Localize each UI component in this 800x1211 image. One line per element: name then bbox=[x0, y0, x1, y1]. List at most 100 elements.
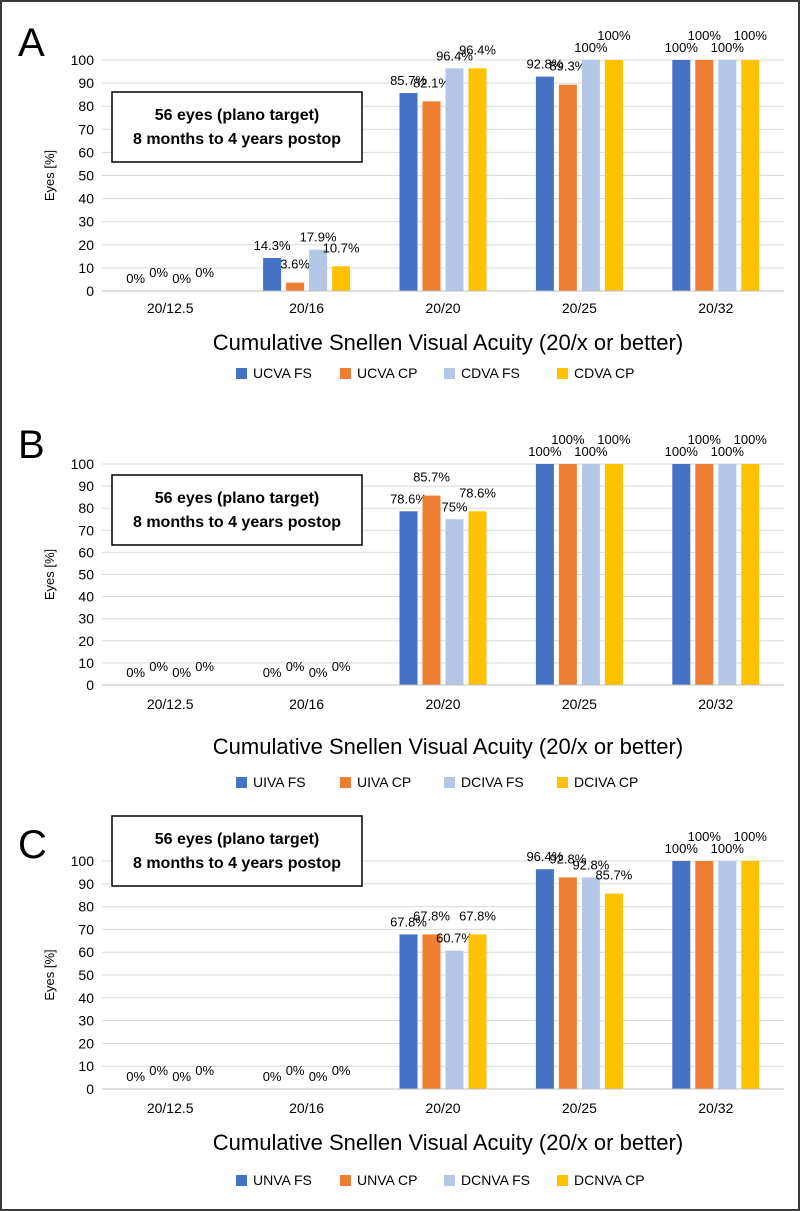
data-label: 0% bbox=[263, 1069, 282, 1084]
data-label: 100% bbox=[574, 444, 608, 459]
x-tick-label: 20/20 bbox=[425, 300, 460, 316]
data-label: 89.3% bbox=[549, 59, 586, 74]
data-label: 100% bbox=[551, 432, 585, 447]
legend-swatch bbox=[236, 368, 247, 379]
bar bbox=[718, 861, 737, 1089]
annotation-text: 8 months to 4 years postop bbox=[133, 855, 341, 872]
bar bbox=[672, 464, 691, 685]
data-label: 3.6% bbox=[280, 257, 310, 272]
annotation-text: 56 eyes (plano target) bbox=[155, 107, 320, 124]
y-tick-label: 100 bbox=[71, 456, 95, 472]
bar bbox=[558, 877, 577, 1089]
data-label: 0% bbox=[332, 659, 351, 674]
data-label: 0% bbox=[126, 1069, 145, 1084]
data-label: 60.7% bbox=[436, 931, 473, 946]
data-label: 0% bbox=[149, 659, 168, 674]
bar bbox=[741, 464, 760, 685]
y-tick-label: 100 bbox=[71, 52, 95, 68]
x-tick-label: 20/16 bbox=[289, 1100, 324, 1116]
legend-swatch bbox=[340, 368, 351, 379]
bar bbox=[672, 861, 691, 1089]
x-tick-label: 20/25 bbox=[562, 300, 597, 316]
bar bbox=[718, 464, 737, 685]
bar bbox=[581, 60, 600, 291]
x-axis-label: Cumulative Snellen Visual Acuity (20/x o… bbox=[213, 1130, 683, 1155]
legend-swatch bbox=[444, 1175, 455, 1186]
data-label: 85.7% bbox=[413, 470, 450, 485]
data-label: 100% bbox=[597, 432, 631, 447]
data-label: 14.3% bbox=[254, 238, 291, 253]
x-tick-label: 20/25 bbox=[562, 1100, 597, 1116]
bar bbox=[695, 60, 714, 291]
y-tick-label: 20 bbox=[78, 1035, 94, 1051]
legend-swatch bbox=[557, 777, 568, 788]
data-label: 0% bbox=[309, 1069, 328, 1084]
legend-swatch bbox=[236, 1175, 247, 1186]
y-tick-label: 20 bbox=[78, 633, 94, 649]
legend-swatch bbox=[444, 368, 455, 379]
data-label: 67.8% bbox=[459, 908, 496, 923]
data-label: 0% bbox=[172, 665, 191, 680]
data-label: 10.7% bbox=[323, 240, 360, 255]
data-label: 0% bbox=[149, 265, 168, 280]
data-label: 96.4% bbox=[459, 42, 496, 57]
y-tick-label: 30 bbox=[78, 611, 94, 627]
annotation-text: 56 eyes (plano target) bbox=[155, 490, 320, 507]
legend-label: UCVA FS bbox=[253, 365, 312, 381]
y-tick-label: 90 bbox=[78, 75, 94, 91]
legend-label: DCNVA FS bbox=[461, 1172, 530, 1188]
data-label: 0% bbox=[195, 265, 214, 280]
bar bbox=[468, 511, 487, 685]
data-label: 100% bbox=[574, 40, 608, 55]
bar bbox=[468, 934, 487, 1089]
y-tick-label: 90 bbox=[78, 478, 94, 494]
annotation-box bbox=[111, 91, 363, 163]
data-label: 100% bbox=[597, 28, 631, 43]
legend-swatch bbox=[557, 1175, 568, 1186]
bar bbox=[672, 60, 691, 291]
data-label: 100% bbox=[688, 432, 722, 447]
x-tick-label: 20/25 bbox=[562, 696, 597, 712]
data-label: 100% bbox=[665, 841, 699, 856]
y-tick-label: 10 bbox=[78, 655, 94, 671]
legend-swatch bbox=[236, 777, 247, 788]
y-tick-label: 100 bbox=[71, 853, 95, 869]
data-label: 67.8% bbox=[390, 914, 427, 929]
x-tick-label: 20/20 bbox=[425, 1100, 460, 1116]
bar bbox=[558, 84, 577, 291]
bar bbox=[604, 893, 623, 1089]
chart-panel-b: B 0 10 20 30 40 50 60 70 80 90 100 Eyes [%] 0% 0% 0% 0% 2… bbox=[18, 423, 784, 790]
bar bbox=[468, 68, 487, 291]
y-tick-label: 80 bbox=[78, 500, 94, 516]
x-tick-label: 20/12.5 bbox=[147, 1100, 194, 1116]
legend-swatch bbox=[444, 777, 455, 788]
y-tick-label: 40 bbox=[78, 191, 94, 207]
data-label: 0% bbox=[195, 659, 214, 674]
x-tick-label: 20/16 bbox=[289, 696, 324, 712]
legend-label: DCNVA CP bbox=[574, 1172, 645, 1188]
y-tick-label: 90 bbox=[78, 876, 94, 892]
bar bbox=[286, 282, 305, 291]
data-label: 0% bbox=[286, 1063, 305, 1078]
y-tick-label: 50 bbox=[78, 967, 94, 983]
bar bbox=[422, 934, 441, 1089]
data-label: 100% bbox=[528, 444, 562, 459]
y-tick-label: 70 bbox=[78, 921, 94, 937]
x-tick-label: 20/16 bbox=[289, 300, 324, 316]
y-tick-label: 10 bbox=[78, 260, 94, 276]
bar bbox=[399, 93, 418, 292]
annotation-text: 8 months to 4 years postop bbox=[133, 514, 341, 531]
bar bbox=[604, 60, 623, 291]
bar bbox=[581, 464, 600, 685]
legend-label: DCIVA FS bbox=[461, 774, 524, 790]
y-tick-label: 60 bbox=[78, 944, 94, 960]
bar bbox=[741, 60, 760, 291]
bar bbox=[399, 934, 418, 1089]
x-tick-label: 20/32 bbox=[698, 696, 733, 712]
data-label: 96.4% bbox=[436, 48, 473, 63]
y-tick-label: 50 bbox=[78, 567, 94, 583]
y-tick-label: 60 bbox=[78, 144, 94, 160]
bar bbox=[332, 266, 351, 291]
panel-letter: C bbox=[18, 823, 47, 867]
